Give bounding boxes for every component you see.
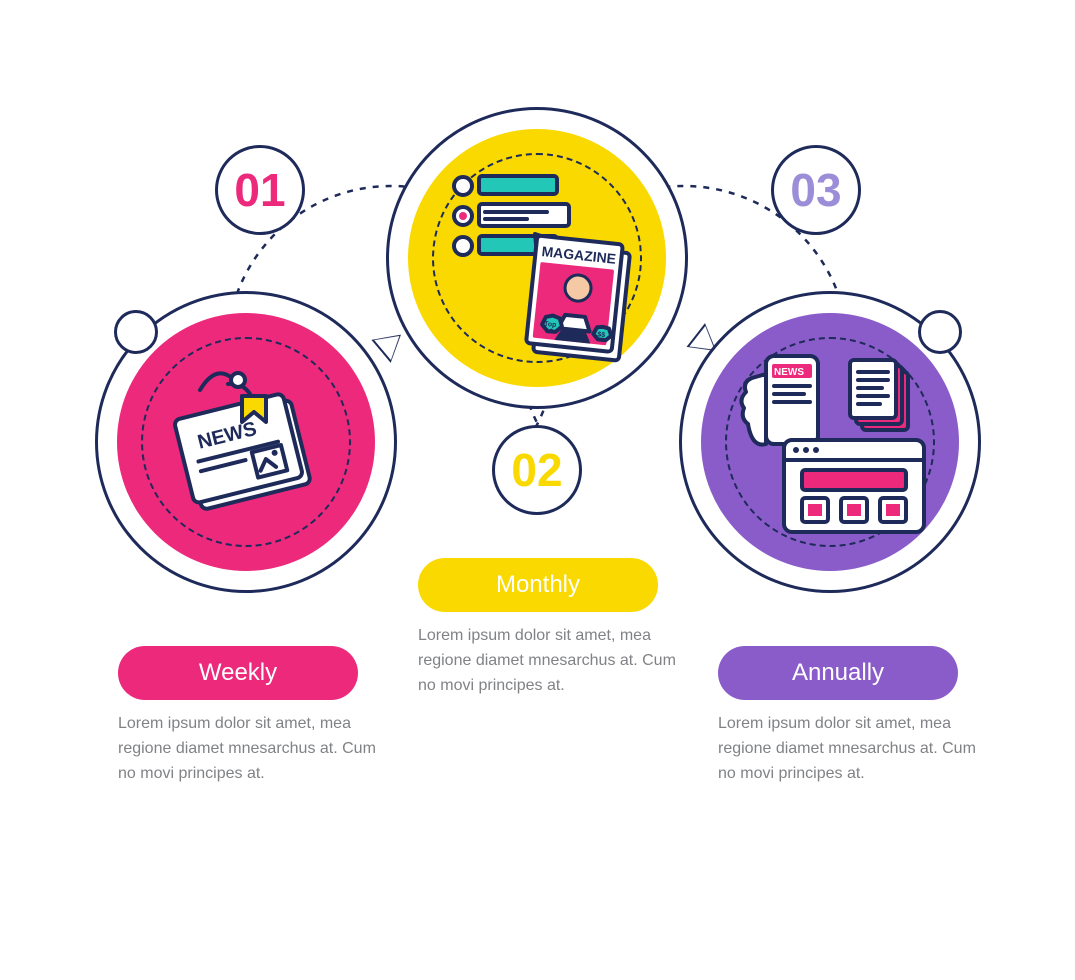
step-label-3: Annually bbox=[718, 646, 958, 700]
magazine-icon: MAGAZINE Top 10 $$ bbox=[427, 148, 647, 368]
step-label-1: Weekly bbox=[118, 646, 358, 700]
connector-dot-1 bbox=[114, 310, 158, 354]
svg-text:$$: $$ bbox=[597, 331, 606, 339]
connector-arrow bbox=[374, 326, 408, 360]
news-icon: NEWS bbox=[146, 342, 346, 542]
web-news-icon: NEWS bbox=[720, 332, 940, 552]
step-label-2: Monthly bbox=[418, 558, 658, 612]
connector-dot-3 bbox=[918, 310, 962, 354]
step-number-badge-2: 02 bbox=[492, 425, 582, 515]
svg-text:NEWS: NEWS bbox=[774, 367, 804, 378]
step-number-badge-3: 03 bbox=[771, 145, 861, 235]
step-number-badge-1: 01 bbox=[215, 145, 305, 235]
step-body-3: Lorem ipsum dolor sit amet, mea regione … bbox=[718, 712, 978, 786]
svg-text:10: 10 bbox=[545, 328, 554, 336]
step-body-2: Lorem ipsum dolor sit amet, mea regione … bbox=[418, 624, 678, 698]
step-body-1: Lorem ipsum dolor sit amet, mea regione … bbox=[118, 712, 378, 786]
infographic-stage: NEWS 01 Weekly Lorem ipsum dolor sit amet,… bbox=[0, 0, 1075, 980]
